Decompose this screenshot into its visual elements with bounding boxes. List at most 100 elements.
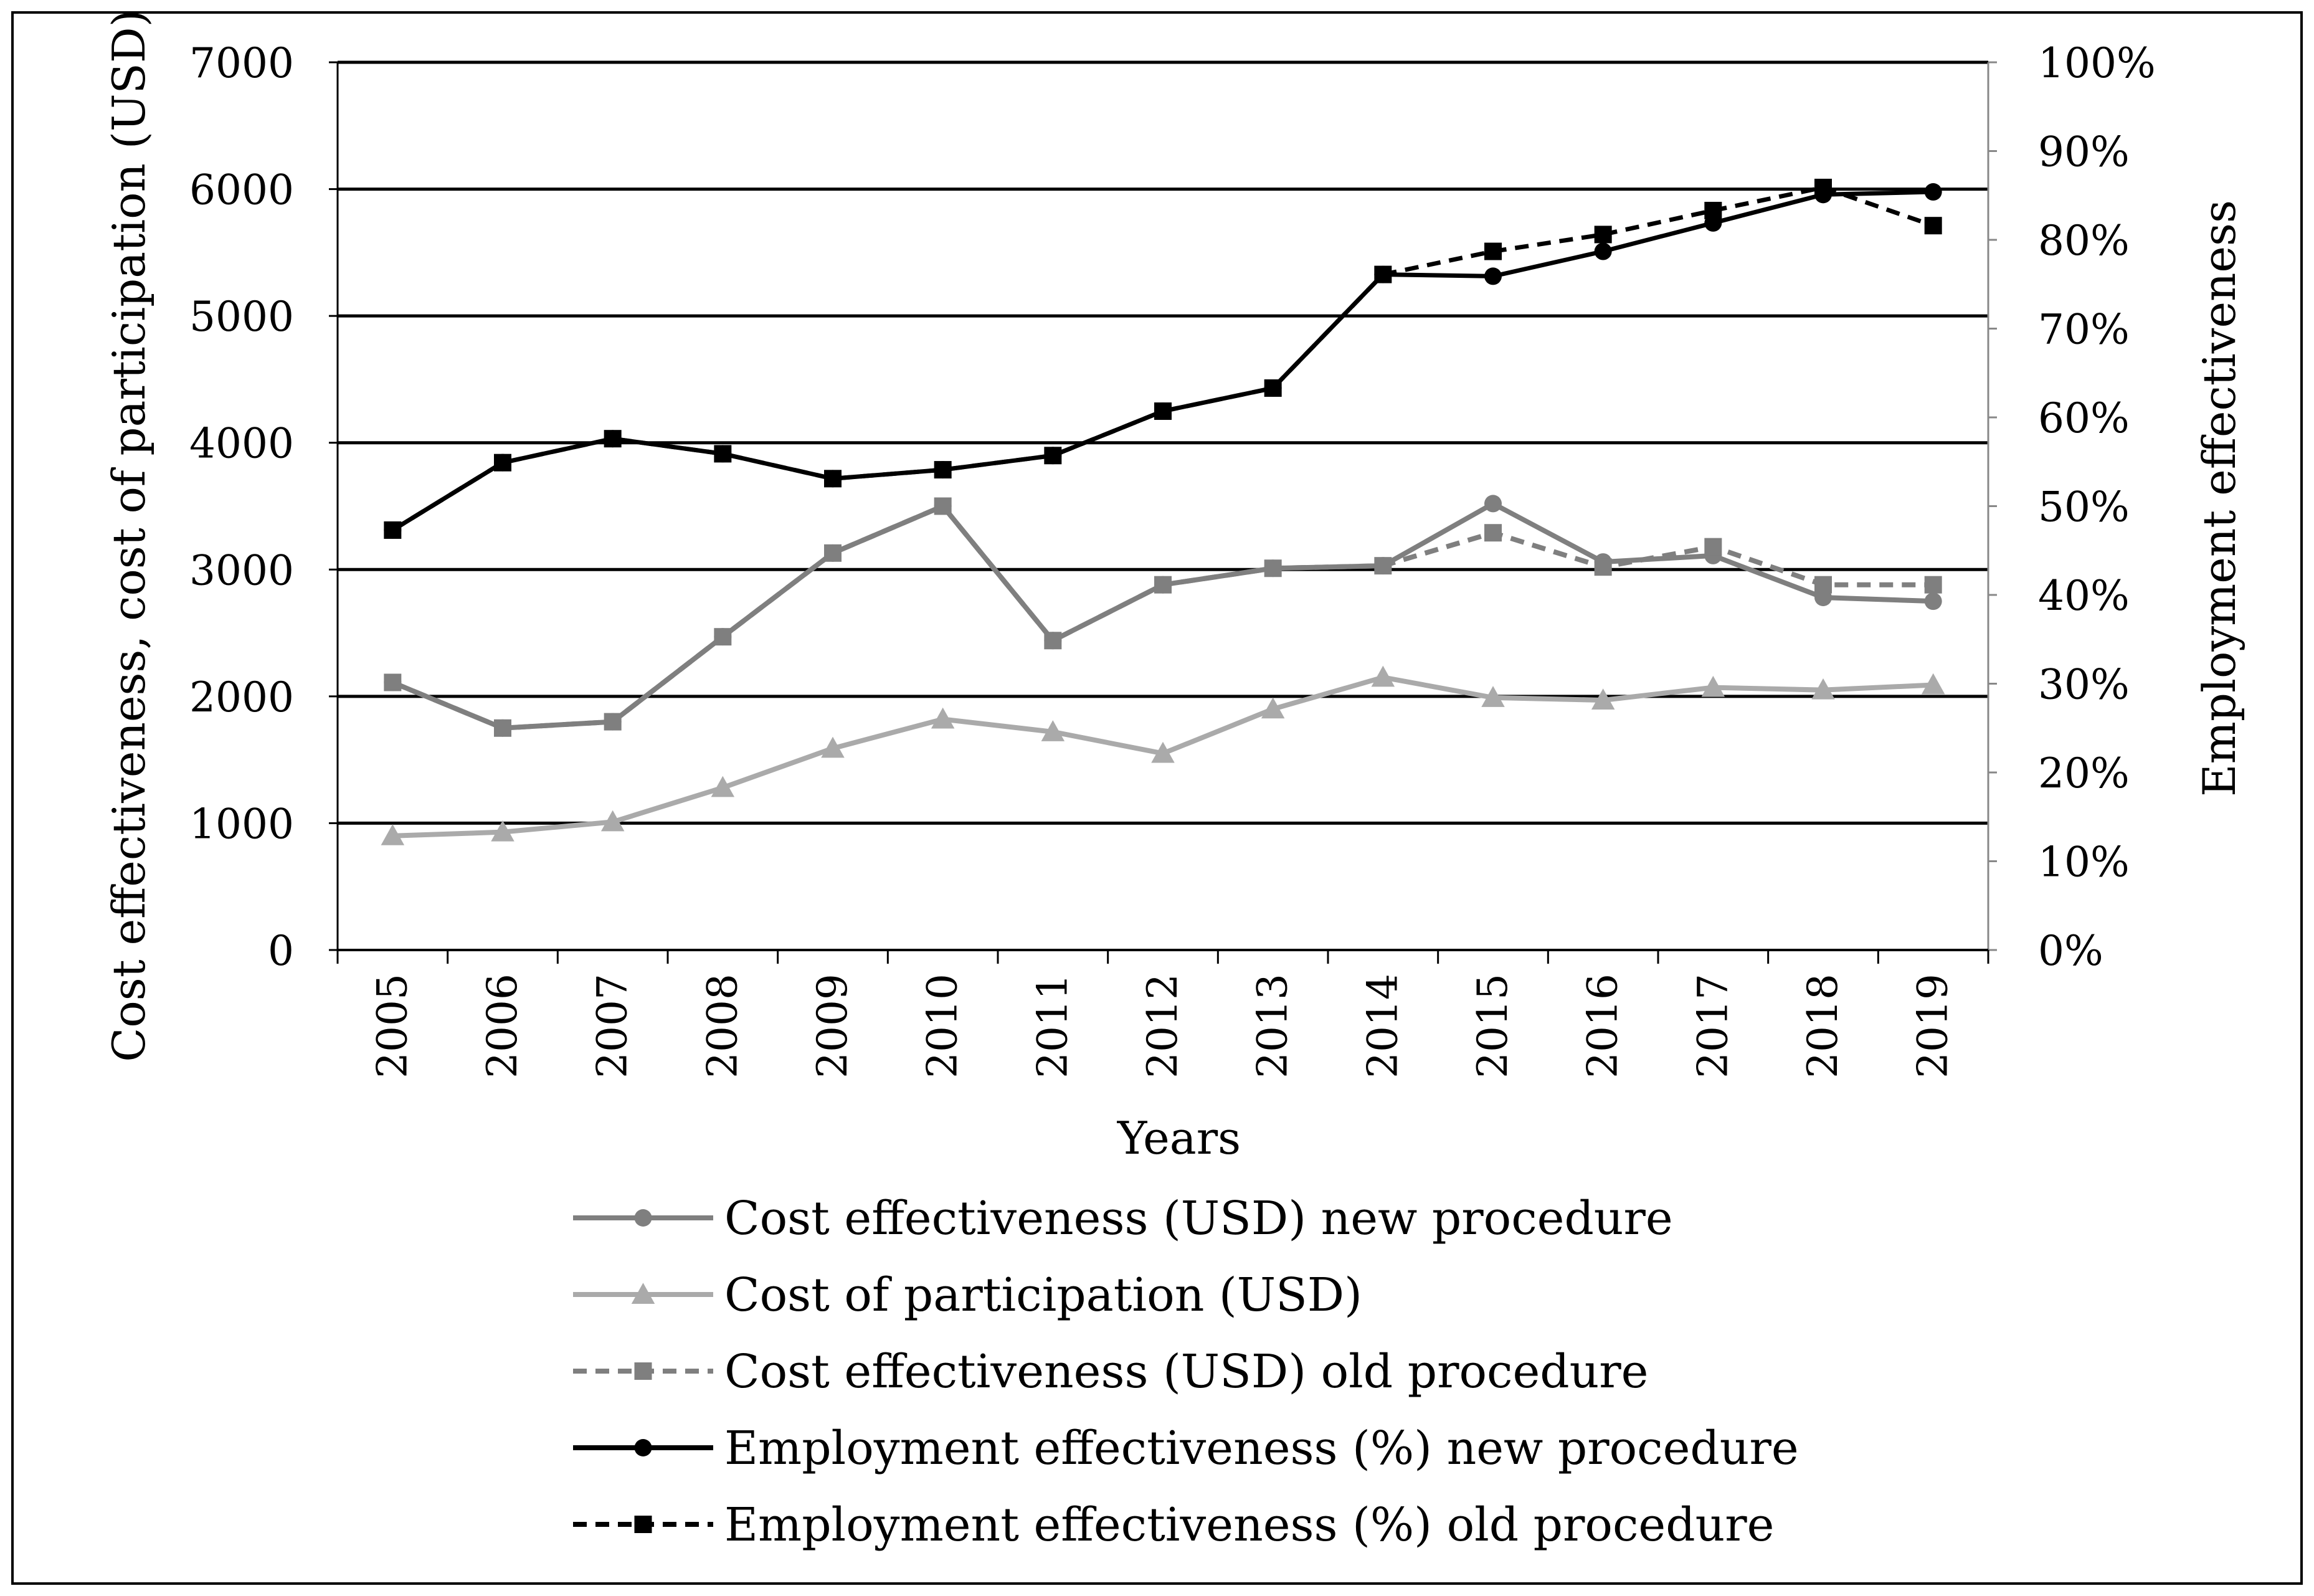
x-tick-label-3: 2008 bbox=[698, 974, 746, 1078]
series-4-point-5 bbox=[934, 461, 952, 479]
x-tick-label-9: 2014 bbox=[1359, 974, 1406, 1078]
y-tick-label-1: 1000 bbox=[189, 800, 294, 848]
right-axis-ticks: 0% 10% 20% 30% 40% 50% 60% 70% 80% 90% 100% bbox=[1988, 39, 2156, 975]
series-2 bbox=[384, 497, 1942, 737]
series-2-point-9 bbox=[1374, 557, 1392, 575]
series-0-point-10 bbox=[1484, 495, 1502, 513]
x-axis-title: Years bbox=[1117, 1112, 1241, 1164]
legend-label-3: Employment effectiveness (%) new procedu… bbox=[724, 1422, 1799, 1475]
x-tick-label-4: 2009 bbox=[808, 974, 856, 1078]
x-tick-label-1: 2006 bbox=[478, 974, 526, 1078]
x-tick-label-6: 2011 bbox=[1028, 974, 1076, 1078]
series-1-point-5 bbox=[931, 707, 955, 729]
series-4-point-7 bbox=[1154, 402, 1172, 420]
y2-tick-label-4: 40% bbox=[2038, 572, 2130, 620]
series-1-point-10 bbox=[1481, 686, 1505, 707]
series-2-point-1 bbox=[494, 719, 511, 737]
y2-tick-label-10: 100% bbox=[2038, 39, 2156, 87]
y2-tick-label-3: 30% bbox=[2038, 661, 2130, 709]
series-4 bbox=[384, 178, 1942, 539]
y2-tick-label-7: 70% bbox=[2038, 306, 2130, 354]
x-tick-label-0: 2005 bbox=[368, 974, 416, 1078]
series-2-point-6 bbox=[1044, 632, 1062, 650]
y-tick-label-2: 2000 bbox=[189, 673, 294, 721]
series-3-point-14 bbox=[1924, 183, 1942, 201]
legend: Cost effectiveness (USD) new procedure Co… bbox=[573, 1192, 1799, 1552]
series-1-point-8 bbox=[1261, 697, 1285, 719]
series-2-point-5 bbox=[934, 497, 952, 515]
y-tick-label-7: 7000 bbox=[189, 39, 294, 87]
series-2-point-7 bbox=[1154, 576, 1172, 594]
legend-label-1: Cost of participation (USD) bbox=[724, 1268, 1362, 1322]
legend-item-4: Employment effectiveness (%) old procedu… bbox=[573, 1498, 1774, 1552]
series-4-point-0 bbox=[384, 521, 402, 539]
series-4-point-13 bbox=[1814, 178, 1832, 196]
series-line-4 bbox=[391, 185, 1934, 532]
series-2-point-14 bbox=[1924, 576, 1942, 594]
y-tick-label-6: 6000 bbox=[189, 166, 294, 214]
series-2-point-13 bbox=[1814, 576, 1832, 594]
x-tick-label-10: 2015 bbox=[1469, 974, 1517, 1078]
series-3-point-10 bbox=[1484, 267, 1502, 285]
series-4-point-12 bbox=[1704, 201, 1722, 219]
legend-label-4: Employment effectiveness (%) old procedu… bbox=[724, 1498, 1774, 1552]
x-tick-label-13: 2018 bbox=[1799, 974, 1847, 1078]
x-tick-label-14: 2019 bbox=[1909, 974, 1957, 1078]
series-1-point-1 bbox=[491, 820, 514, 842]
series-4-point-9 bbox=[1374, 265, 1392, 283]
chart-frame bbox=[11, 11, 2303, 1585]
y-tick-label-5: 5000 bbox=[189, 293, 294, 341]
series-2-point-3 bbox=[714, 628, 732, 646]
x-tick-label-5: 2010 bbox=[919, 974, 967, 1078]
series-1 bbox=[381, 665, 1945, 845]
y2-tick-label-0: 0% bbox=[2038, 927, 2103, 975]
series-2-point-11 bbox=[1594, 558, 1612, 576]
y2-tick-label-8: 80% bbox=[2038, 217, 2130, 265]
y2-tick-label-5: 50% bbox=[2038, 483, 2130, 531]
series-1-point-4 bbox=[821, 736, 845, 758]
series-2-point-12 bbox=[1704, 538, 1722, 556]
legend-item-3: Employment effectiveness (%) new procedu… bbox=[573, 1422, 1799, 1475]
series-1-point-6 bbox=[1041, 720, 1065, 741]
y-tick-label-3: 3000 bbox=[189, 546, 294, 594]
y2-tick-label-1: 10% bbox=[2038, 838, 2130, 886]
series-4-point-8 bbox=[1264, 379, 1282, 397]
y2-axis-title: Employment effectiveness bbox=[2193, 200, 2245, 797]
series-4-point-3 bbox=[714, 445, 732, 463]
series-2-point-8 bbox=[1264, 559, 1282, 577]
series-4-point-10 bbox=[1484, 242, 1502, 260]
series-1-point-11 bbox=[1591, 688, 1615, 710]
legend-item-1: Cost of participation (USD) bbox=[573, 1268, 1362, 1322]
legend-item-2: Cost effectiveness (USD) old procedure bbox=[573, 1345, 1648, 1399]
series-2-point-4 bbox=[824, 544, 842, 562]
x-tick-label-11: 2016 bbox=[1579, 974, 1627, 1078]
y-axis-title: Cost effectiveness, cost of participatio… bbox=[103, 9, 155, 1062]
y2-tick-label-2: 20% bbox=[2038, 749, 2130, 797]
series-1-point-13 bbox=[1811, 678, 1835, 700]
x-tick-label-12: 2017 bbox=[1689, 974, 1737, 1078]
series-4-point-11 bbox=[1594, 226, 1612, 244]
series-layer bbox=[381, 178, 1945, 845]
y-tick-label-0: 0 bbox=[268, 927, 294, 975]
series-2-point-2 bbox=[604, 713, 622, 731]
series-1-point-12 bbox=[1701, 675, 1725, 697]
series-1-point-14 bbox=[1921, 673, 1945, 695]
x-axis-ticks: 2005 2006 2007 2008 2009 2010 2011 2012 2013 2014… bbox=[336, 950, 1989, 1078]
y2-tick-label-9: 90% bbox=[2038, 128, 2130, 176]
series-0-point-14 bbox=[1924, 592, 1942, 610]
legend-marker-1 bbox=[631, 1283, 655, 1304]
series-4-point-4 bbox=[824, 470, 842, 488]
legend-label-2: Cost effectiveness (USD) old procedure bbox=[724, 1345, 1648, 1399]
series-1-point-3 bbox=[711, 776, 735, 797]
legend-marker-2 bbox=[634, 1362, 652, 1380]
series-4-point-14 bbox=[1924, 217, 1942, 235]
y-tick-label-4: 4000 bbox=[189, 420, 294, 468]
y2-tick-label-6: 60% bbox=[2038, 394, 2130, 442]
legend-marker-0 bbox=[634, 1209, 652, 1227]
x-tick-label-2: 2007 bbox=[589, 974, 637, 1078]
series-2-point-10 bbox=[1484, 524, 1502, 542]
legend-item-0: Cost effectiveness (USD) new procedure bbox=[573, 1192, 1673, 1245]
legend-marker-4 bbox=[634, 1516, 652, 1533]
series-1-point-9 bbox=[1371, 665, 1395, 687]
